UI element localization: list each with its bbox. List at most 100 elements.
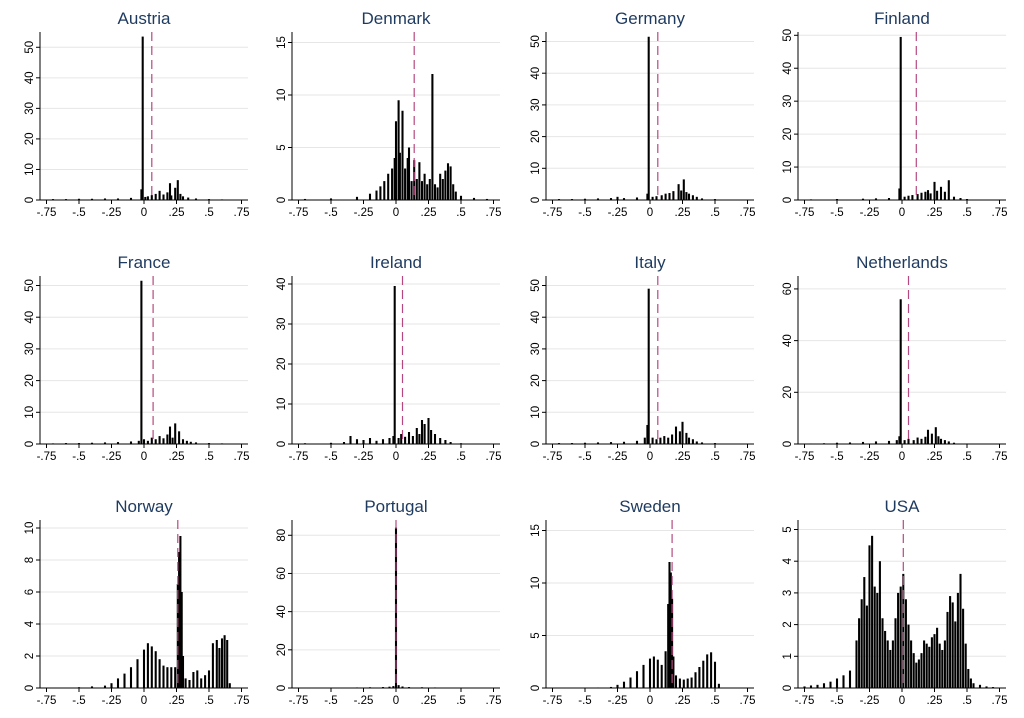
histogram-bar bbox=[915, 662, 918, 688]
histogram-bar bbox=[700, 198, 704, 200]
histogram-bar bbox=[898, 436, 901, 444]
histogram-bar bbox=[136, 659, 139, 688]
histogram-bar bbox=[647, 36, 650, 201]
histogram-bar bbox=[898, 188, 901, 200]
histogram-bar bbox=[150, 437, 153, 444]
histogram-bar bbox=[459, 195, 463, 200]
x-tick-label: -.25 bbox=[102, 695, 122, 707]
histogram-bar bbox=[218, 648, 221, 688]
histogram-bar bbox=[410, 181, 413, 200]
y-tick-label: 60 bbox=[276, 567, 288, 580]
x-tick-label: .5 bbox=[456, 451, 466, 463]
histogram-bar bbox=[947, 441, 950, 444]
panel-title: Netherlands bbox=[856, 253, 948, 272]
histogram-bar bbox=[809, 685, 813, 688]
histogram-bar bbox=[656, 659, 659, 688]
histogram-bar bbox=[103, 442, 107, 444]
x-tick-label: .5 bbox=[710, 207, 720, 219]
histogram-bar bbox=[664, 193, 667, 200]
panel-title: Germany bbox=[615, 9, 685, 28]
x-tick-label: 0 bbox=[393, 451, 399, 463]
histogram-bar bbox=[848, 670, 852, 688]
histogram-bar bbox=[140, 189, 143, 200]
x-tick-label: -.75 bbox=[289, 695, 309, 707]
histogram-bar bbox=[936, 627, 939, 688]
histogram-bar bbox=[668, 193, 671, 200]
histogram-bar bbox=[449, 166, 452, 200]
histogram-bar bbox=[146, 196, 149, 200]
y-tick-label: 30 bbox=[24, 102, 36, 115]
histogram-bar bbox=[972, 683, 975, 688]
histogram-bar bbox=[379, 186, 382, 200]
x-tick-label: .5 bbox=[710, 695, 720, 707]
x-tick-label: .75 bbox=[740, 695, 756, 707]
x-tick-label: 0 bbox=[899, 207, 905, 219]
x-tick-label: .75 bbox=[486, 451, 502, 463]
histogram-bar bbox=[865, 605, 868, 688]
panel-finland: Finland 0 10 20 30 40 50 -.75 -.5 -.25 0 .25 .5 .75 bbox=[782, 9, 1008, 219]
x-tick-label: -.5 bbox=[578, 695, 591, 707]
histogram-bar bbox=[394, 121, 398, 200]
histogram-bar bbox=[178, 431, 181, 444]
x-tick-label: .75 bbox=[234, 695, 250, 707]
histogram-bar bbox=[446, 163, 450, 200]
y-tick-label: 10 bbox=[24, 406, 36, 419]
histogram-bar bbox=[423, 424, 426, 444]
histogram-bar bbox=[355, 439, 359, 444]
histogram-bar bbox=[226, 640, 229, 688]
histogram-bar bbox=[388, 438, 391, 444]
histogram-bar bbox=[401, 686, 404, 688]
histogram-bar bbox=[967, 668, 970, 688]
histogram-bar bbox=[691, 439, 694, 444]
histogram-bar bbox=[391, 168, 394, 200]
histogram-bar bbox=[876, 592, 879, 688]
histogram-bar bbox=[936, 190, 939, 200]
y-tick-label: 5 bbox=[782, 526, 794, 532]
y-tick-label: 10 bbox=[24, 163, 36, 176]
histogram-bar bbox=[110, 683, 113, 688]
y-tick-label: 5 bbox=[530, 632, 542, 638]
histogram-bar bbox=[140, 280, 143, 444]
x-tick-label: .25 bbox=[927, 451, 943, 463]
x-tick-label: .5 bbox=[204, 207, 214, 219]
y-tick-label: 30 bbox=[782, 95, 794, 108]
panel-title: Austria bbox=[118, 9, 171, 28]
histogram-bar bbox=[878, 561, 881, 688]
histogram-bar bbox=[659, 437, 662, 444]
x-tick-label: -.5 bbox=[578, 451, 591, 463]
histogram-bar bbox=[141, 36, 144, 200]
y-tick-label: 30 bbox=[530, 99, 542, 112]
histogram-bar bbox=[635, 197, 639, 200]
histogram-bar bbox=[686, 678, 689, 688]
histogram-bar bbox=[861, 198, 865, 200]
histogram-bar bbox=[886, 640, 889, 688]
histogram-bar bbox=[848, 442, 852, 444]
x-tick-label: -.75 bbox=[795, 451, 815, 463]
histogram-bar bbox=[871, 535, 874, 688]
y-tick-label: 40 bbox=[276, 605, 288, 618]
y-tick-label: 40 bbox=[24, 311, 36, 324]
histogram-bar bbox=[194, 442, 198, 444]
histogram-bar bbox=[596, 198, 600, 200]
histogram-bar bbox=[622, 681, 626, 688]
histogram-bar bbox=[690, 677, 693, 688]
histogram-bar bbox=[211, 643, 214, 688]
histogram-bar bbox=[431, 74, 434, 200]
histogram-bar bbox=[398, 152, 401, 200]
y-tick-label: 10 bbox=[276, 398, 288, 411]
panel-title: France bbox=[118, 253, 171, 272]
histogram-bar bbox=[884, 630, 887, 688]
x-tick-label: .25 bbox=[421, 695, 437, 707]
histogram-bar bbox=[184, 678, 187, 688]
panel-title: Norway bbox=[115, 497, 173, 516]
y-tick-label: 2 bbox=[782, 621, 794, 627]
histogram-bar bbox=[691, 195, 694, 200]
panel-austria: Austria 0 10 20 30 40 50 -.75 -.5 -.25 0 .25 .5 .75 bbox=[24, 9, 250, 219]
histogram-bar bbox=[137, 440, 140, 444]
x-tick-label: .75 bbox=[740, 207, 756, 219]
histogram-bar bbox=[329, 198, 333, 200]
histogram-bar bbox=[964, 643, 967, 688]
histogram-bar bbox=[142, 649, 146, 688]
histogram-bar bbox=[342, 442, 346, 444]
histogram-bar bbox=[609, 198, 613, 200]
